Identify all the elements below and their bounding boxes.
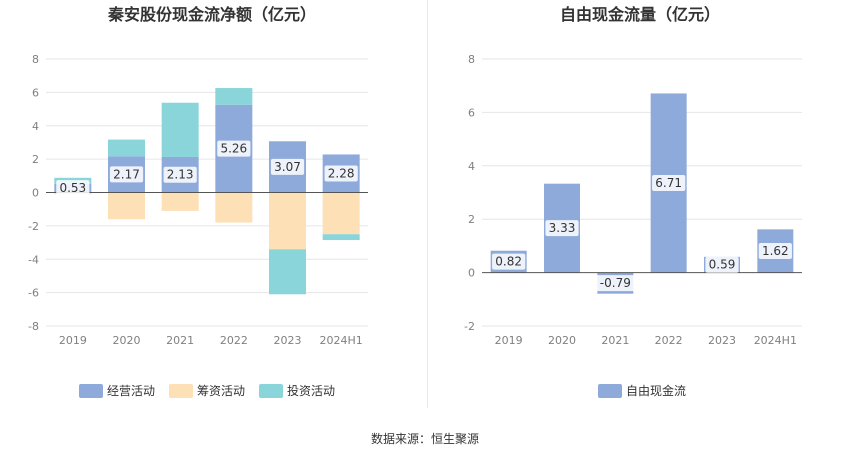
bar-0-1-3 xyxy=(215,192,253,223)
x-tick-label-1: 2020 xyxy=(548,334,576,347)
data-label-plate-1 xyxy=(492,253,526,270)
legend-label-0-0: 经营活动 xyxy=(107,384,155,398)
y-tick-label-0: 4 xyxy=(32,120,39,133)
data-label-plate-0 xyxy=(109,166,144,183)
legend-swatch-0-1 xyxy=(169,384,193,398)
data-label-plate-0 xyxy=(217,140,251,157)
data-label-plate-0 xyxy=(324,165,358,182)
y-tick-label-0: 2 xyxy=(32,153,39,166)
y-tick-label-0: 6 xyxy=(32,86,39,99)
y-tick-label-0: 0 xyxy=(32,187,39,200)
data-label-plate-1 xyxy=(758,242,792,259)
y-tick-label-1: 0 xyxy=(468,267,475,280)
data-label-plate-1 xyxy=(652,175,686,192)
bar-0-2-3 xyxy=(215,88,253,105)
y-tick-label-1: 8 xyxy=(468,53,475,66)
x-tick-label-1: 2024H1 xyxy=(754,334,797,347)
y-tick-label-0: -4 xyxy=(28,253,39,266)
data-label-0: 2.17 xyxy=(113,167,140,181)
y-tick-label-1: -2 xyxy=(464,320,475,333)
data-label-plate-0 xyxy=(56,180,90,197)
data-label-plate-1 xyxy=(705,256,739,273)
x-tick-label-0: 2024H1 xyxy=(320,334,363,347)
data-label-1: -0.79 xyxy=(600,276,631,290)
bar-0-2-1 xyxy=(108,139,145,157)
x-tick-label-0: 2019 xyxy=(59,334,87,347)
data-label-0: 2.28 xyxy=(328,166,355,180)
x-tick-label-0: 2023 xyxy=(274,334,302,347)
data-label-1: 1.62 xyxy=(762,244,789,258)
legend-swatch-0-0 xyxy=(79,384,103,398)
data-label-1: 0.82 xyxy=(495,255,522,269)
data-label-plate-0 xyxy=(163,166,197,183)
data-label-plate-1 xyxy=(545,220,579,237)
bar-0-1-1 xyxy=(108,192,145,220)
bar-0-1-5 xyxy=(322,192,360,235)
legend-label-0-1: 筹资活动 xyxy=(197,384,245,398)
y-tick-label-0: -2 xyxy=(28,220,39,233)
data-label-1: 3.33 xyxy=(549,221,576,235)
data-label-plate-1 xyxy=(595,275,636,292)
data-label-plate-0 xyxy=(270,158,305,175)
y-tick-label-1: 4 xyxy=(468,160,475,173)
legend-swatch-1-0 xyxy=(598,384,622,398)
legend-swatch-0-2 xyxy=(259,384,283,398)
x-tick-label-1: 2019 xyxy=(495,334,523,347)
chart-title-1: 自由现金流量（亿元） xyxy=(560,5,720,24)
x-tick-label-1: 2023 xyxy=(708,334,736,347)
bar-0-2-4 xyxy=(269,249,306,295)
x-tick-label-0: 2021 xyxy=(166,334,194,347)
y-tick-label-0: -8 xyxy=(28,320,39,333)
x-tick-label-0: 2020 xyxy=(113,334,141,347)
legend-label-0-2: 投资活动 xyxy=(287,383,335,398)
bar-0-1-2 xyxy=(161,192,199,211)
x-tick-label-1: 2022 xyxy=(655,334,683,347)
panel-divider xyxy=(427,0,428,408)
bar-0-1-4 xyxy=(269,192,306,250)
data-label-0: 5.26 xyxy=(220,142,247,156)
bar-0-2-2 xyxy=(161,102,199,157)
y-tick-label-0: 8 xyxy=(32,53,39,66)
y-tick-label-1: 2 xyxy=(468,213,475,226)
bar-0-2-5 xyxy=(322,234,360,241)
data-label-1: 0.59 xyxy=(709,258,736,272)
data-label-0: 0.53 xyxy=(59,181,86,195)
x-tick-label-0: 2022 xyxy=(220,334,248,347)
y-tick-label-0: -6 xyxy=(28,287,39,300)
data-label-0: 2.13 xyxy=(167,168,194,182)
data-label-1: 6.71 xyxy=(655,176,682,190)
data-source-note: 数据来源：恒生聚源 xyxy=(370,432,479,446)
x-tick-label-1: 2021 xyxy=(601,334,629,347)
y-tick-label-1: 6 xyxy=(468,106,475,119)
legend-label-1-0: 自由现金流 xyxy=(626,383,686,398)
data-label-0: 3.07 xyxy=(274,160,301,174)
chart-title-0: 秦安股份现金流净额（亿元） xyxy=(107,5,316,24)
